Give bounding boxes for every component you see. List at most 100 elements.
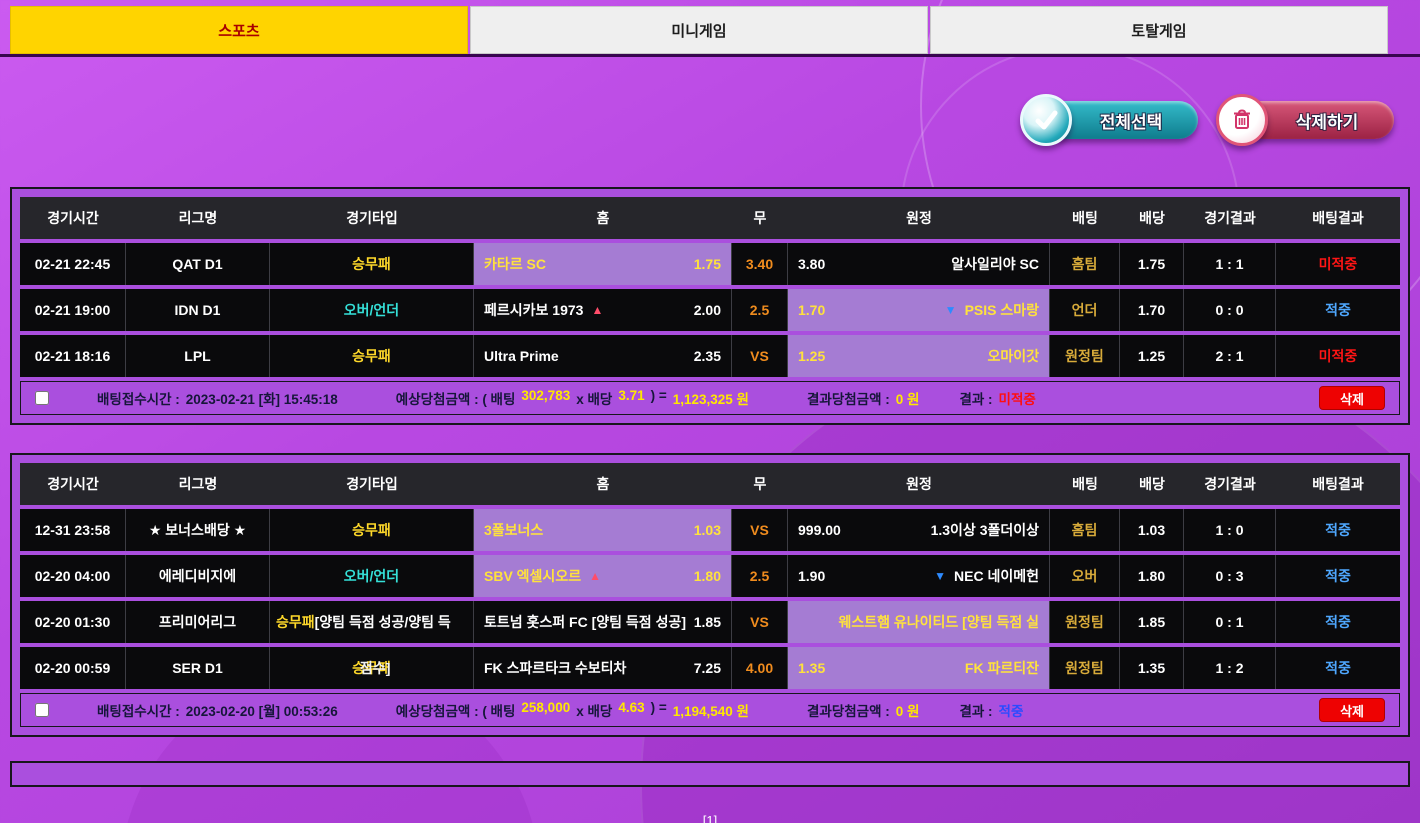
cell-game-type: 승무패 점수]: [270, 647, 474, 689]
header-league: 리그명: [126, 197, 270, 239]
cell-score: 0 : 1: [1184, 601, 1276, 643]
cell-game-type: 승무패: [270, 335, 474, 377]
cell-bet: 원정팀: [1050, 601, 1120, 643]
table-row: 02-21 18:16 LPL 승무패 Ultra Prime 2.35 VS …: [20, 335, 1400, 377]
table-row: 02-20 01:30 프리미어리그 승무패 [양팀 득점 성공/양팀 득 토트…: [20, 601, 1400, 643]
overlapping-text: 점수]: [359, 660, 391, 676]
cell-bet-result: 적중: [1276, 647, 1400, 689]
cell-home-selected: 카타르 SC 1.75: [474, 243, 732, 285]
tab-minigame[interactable]: 미니게임: [470, 6, 928, 54]
tab-sports[interactable]: 스포츠: [10, 6, 468, 54]
slip-checkbox[interactable]: [35, 391, 49, 405]
cell-odds: 1.35: [1120, 647, 1184, 689]
cell-league: QAT D1: [126, 243, 270, 285]
slip-footer: 배팅접수시간 :2023-02-20 [월] 00:53:26 예상당첨금액 :…: [20, 693, 1400, 727]
cell-bet: 언더: [1050, 289, 1120, 331]
cell-draw: 2.5: [732, 555, 788, 597]
cell-odds: 1.75: [1120, 243, 1184, 285]
cell-league: SER D1: [126, 647, 270, 689]
header-away: 원정: [788, 197, 1050, 239]
up-arrow-icon: ▲: [591, 303, 604, 317]
header-home: 홈: [474, 197, 732, 239]
cell-time: 02-20 00:59: [20, 647, 126, 689]
select-all-label: 전체선택: [1099, 112, 1163, 132]
header-game-type: 경기타입: [270, 197, 474, 239]
header-draw: 무: [732, 197, 788, 239]
slip-footer: 배팅접수시간 :2023-02-21 [화] 15:45:18 예상당첨금액 :…: [20, 381, 1400, 415]
cell-game-type: 오버/언더: [270, 555, 474, 597]
cell-league: 프리미어리그: [126, 601, 270, 643]
delete-all-button[interactable]: 삭제하기: [1216, 94, 1394, 146]
header-draw: 무: [732, 463, 788, 505]
cell-bet: 원정팀: [1050, 647, 1120, 689]
down-arrow-icon: ▼: [944, 303, 957, 317]
table-row: 12-31 23:58 ★ 보너스배당 ★ 승무패 3폴보너스 1.03 VS …: [20, 509, 1400, 551]
cell-bet: 홈팀: [1050, 509, 1120, 551]
bet-slip: 경기시간 리그명 경기타입 홈 무 원정 배팅 배당 경기결과 배팅결과 02-…: [10, 187, 1410, 425]
cell-game-type: 승무패: [270, 509, 474, 551]
header-home: 홈: [474, 463, 732, 505]
tab-bar: 스포츠 미니게임 토탈게임: [10, 6, 1388, 54]
cell-league: LPL: [126, 335, 270, 377]
result-status: 결과 : 적중: [959, 704, 1024, 719]
cell-home: 토트넘 홋스퍼 FC [양팀 득점 성공] 1.85: [474, 601, 732, 643]
tab-totalgame[interactable]: 토탈게임: [930, 6, 1388, 54]
checkmark-icon: [1020, 94, 1072, 146]
trash-icon: [1216, 94, 1268, 146]
pagination-page-1[interactable]: [1]: [702, 813, 718, 823]
cell-away-selected: 1.35 FK 파르티잔: [788, 647, 1050, 689]
cell-home-selected: SBV 엑셀시오르 ▲ 1.80: [474, 555, 732, 597]
header-odds: 배당: [1120, 197, 1184, 239]
header-bet: 배팅: [1050, 197, 1120, 239]
result-winnings: 결과당첨금액 :0 원: [806, 392, 920, 407]
header-bet-result: 배팅결과: [1276, 197, 1400, 239]
cell-time: 12-31 23:58: [20, 509, 126, 551]
cell-bet-result: 적중: [1276, 289, 1400, 331]
cell-time: 02-20 04:00: [20, 555, 126, 597]
cell-draw: VS: [732, 335, 788, 377]
table-row: 02-21 19:00 IDN D1 오버/언더 페르시카보 1973 ▲ 2.0…: [20, 289, 1400, 331]
cell-league: IDN D1: [126, 289, 270, 331]
delete-all-label: 삭제하기: [1295, 112, 1359, 132]
header-league: 리그명: [126, 463, 270, 505]
header-bet: 배팅: [1050, 463, 1120, 505]
slip-checkbox[interactable]: [35, 703, 49, 717]
header-game-type: 경기타입: [270, 463, 474, 505]
bet-slip: 경기시간 리그명 경기타입 홈 무 원정 배팅 배당 경기결과 배팅결과 12-…: [10, 453, 1410, 737]
cell-draw: VS: [732, 509, 788, 551]
header-time: 경기시간: [20, 197, 126, 239]
cell-time: 02-21 18:16: [20, 335, 126, 377]
select-all-button[interactable]: 전체선택: [1020, 94, 1198, 146]
table-row: 02-21 22:45 QAT D1 승무패 카타르 SC 1.75 3.40 …: [20, 243, 1400, 285]
up-arrow-icon: ▲: [589, 569, 601, 583]
cell-bet: 오버: [1050, 555, 1120, 597]
header-bet-result: 배팅결과: [1276, 463, 1400, 505]
delete-slip-button[interactable]: 삭제: [1319, 698, 1385, 722]
cell-bet-result: 적중: [1276, 509, 1400, 551]
cell-league: 에레디비지에: [126, 555, 270, 597]
cell-bet: 원정팀: [1050, 335, 1120, 377]
cell-score: 0 : 0: [1184, 289, 1276, 331]
cell-away: 999.00 1.3이상 3폴더이상: [788, 509, 1050, 551]
cell-away-selected: 웨스트햄 유나이티드 [양팀 득점 실: [788, 601, 1050, 643]
cell-bet-result: 적중: [1276, 555, 1400, 597]
header-odds: 배당: [1120, 463, 1184, 505]
expected-winnings: 예상당첨금액 : ( 배팅 302,783 x 배당 3.71 ) = 1,123,3…: [395, 388, 749, 407]
cell-away: 3.80 알사일리야 SC: [788, 243, 1050, 285]
receipt-time: 배팅접수시간 :2023-02-21 [화] 15:45:18: [97, 392, 338, 407]
table-header-row: 경기시간 리그명 경기타입 홈 무 원정 배팅 배당 경기결과 배팅결과: [20, 463, 1400, 505]
result-winnings: 결과당첨금액 :0 원: [806, 704, 920, 719]
cell-odds: 1.80: [1120, 555, 1184, 597]
cell-time: 02-21 22:45: [20, 243, 126, 285]
delete-slip-button[interactable]: 삭제: [1319, 386, 1385, 410]
cell-score: 1 : 2: [1184, 647, 1276, 689]
cell-home: 페르시카보 1973 ▲ 2.00: [474, 289, 732, 331]
tab-underline: [0, 54, 1420, 57]
cell-away-selected: 1.70 ▼ PSIS 스마랑: [788, 289, 1050, 331]
cell-bet-result: 적중: [1276, 601, 1400, 643]
cell-draw: 2.5: [732, 289, 788, 331]
toolbar: 전체선택 삭제하기: [0, 94, 1394, 153]
table-row: 02-20 00:59 SER D1 승무패 점수] FK 스파르타크 수보티차…: [20, 647, 1400, 689]
header-away: 원정: [788, 463, 1050, 505]
cell-home: FK 스파르타크 수보티차 7.25: [474, 647, 732, 689]
